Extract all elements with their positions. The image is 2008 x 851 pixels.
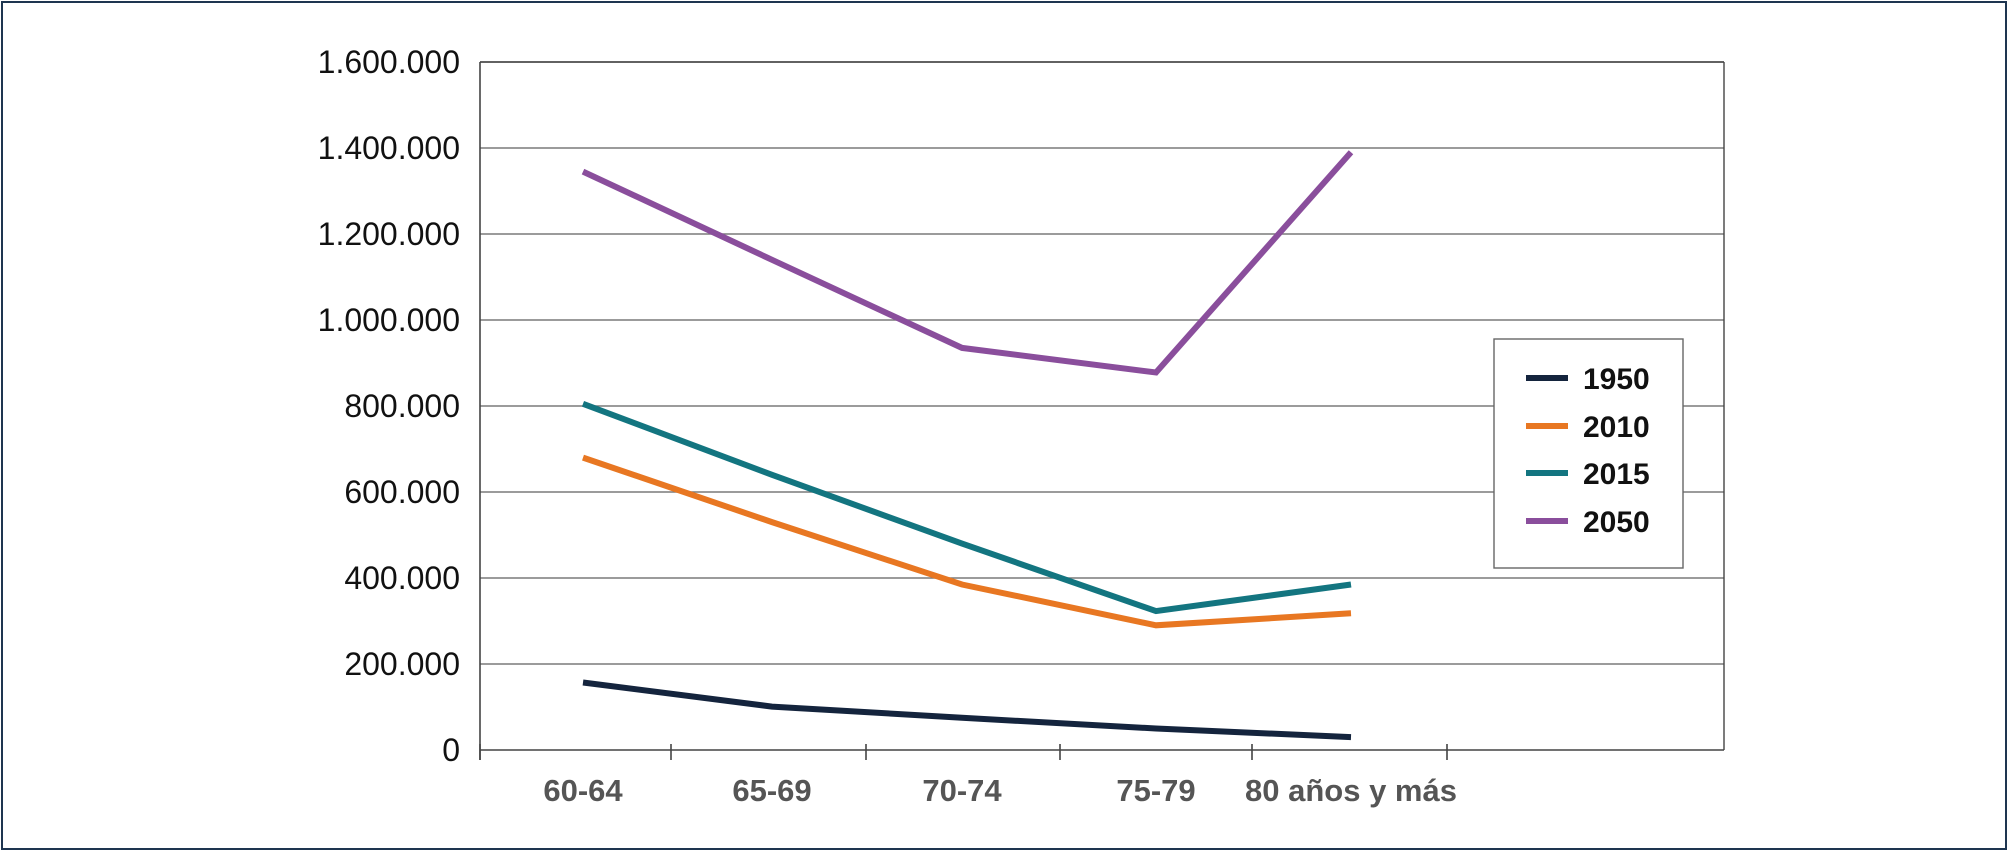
series-line-1950	[582, 679, 1352, 741]
y-tick-label: 400.000	[344, 560, 460, 596]
series-line-2050	[581, 150, 1354, 376]
y-tick-label: 1.000.000	[318, 302, 460, 338]
series-line-2010	[582, 454, 1352, 629]
legend-label: 2015	[1583, 458, 1650, 491]
legend-box	[1493, 338, 1684, 569]
y-tick-label: 200.000	[344, 646, 460, 682]
y-tick-label: 1.600.000	[318, 44, 460, 80]
y-tick-label: 800.000	[344, 388, 460, 424]
gridlines	[480, 61, 1724, 665]
x-tick-label: 80 años y más	[1245, 773, 1457, 808]
axes	[479, 61, 1725, 760]
x-tick-label: 70-74	[922, 773, 1002, 808]
legend-label: 2010	[1583, 411, 1650, 444]
y-tick-label: 0	[442, 732, 460, 768]
y-tick-label: 1.200.000	[318, 216, 460, 252]
x-axis-tick-labels: 60-64 65-69 70-74 75-79 80 años y más	[543, 773, 1457, 808]
legend-label: 2050	[1583, 506, 1650, 539]
legend-label: 1950	[1583, 363, 1650, 396]
x-tick-label: 60-64	[543, 773, 623, 808]
x-tick-label: 65-69	[732, 773, 811, 808]
y-tick-label: 600.000	[344, 474, 460, 510]
legend: 1950 2010 2015 2050	[1493, 338, 1684, 569]
series-lines	[581, 150, 1354, 741]
y-axis-tick-labels: 0 200.000 400.000 600.000 800.000 1.000.000 1.…	[318, 44, 460, 768]
y-tick-label: 1.400.000	[318, 130, 460, 166]
x-tick-label: 75-79	[1116, 773, 1195, 808]
series-line-2015	[581, 400, 1352, 615]
